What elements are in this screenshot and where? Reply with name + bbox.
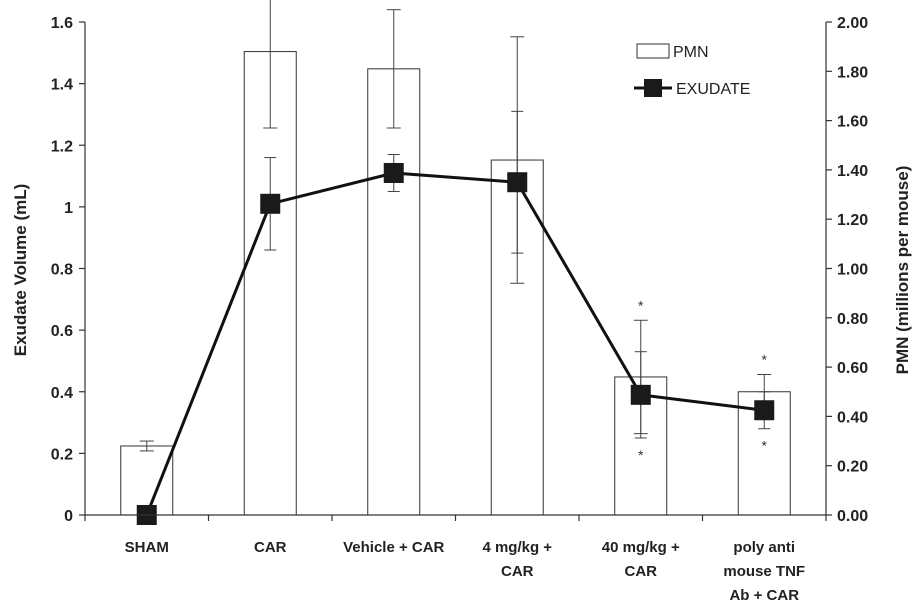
right-tick-label: 1.00 (837, 262, 868, 279)
pmn-significance-marker: * (638, 297, 644, 313)
right-tick-label: 1.40 (837, 163, 868, 180)
left-tick-label: 0 (64, 508, 73, 525)
right-tick-label: 2.00 (837, 15, 868, 32)
exudate-point (260, 193, 281, 214)
right-tick-label: 1.80 (837, 64, 868, 81)
category-label: CAR (625, 563, 658, 580)
category-label: SHAM (125, 539, 169, 556)
exudate-line: ** (136, 110, 775, 525)
left-tick-label: 0.8 (51, 262, 73, 279)
left-axis-title: Exudate Volume (mL) (11, 184, 30, 357)
category-label: Ab + CAR (729, 587, 799, 602)
exudate-point (383, 162, 404, 183)
pmn-bar (120, 445, 174, 516)
left-tick-label: 1 (64, 200, 73, 217)
legend-exudate-label: EXUDATE (676, 81, 750, 98)
chart-legend: PMN EXUDATE (634, 43, 750, 98)
category-label: 40 mg/kg + (602, 539, 680, 556)
exudate-significance-marker: * (762, 438, 768, 454)
left-tick-label: 1.6 (51, 15, 73, 32)
category-label: CAR (254, 539, 287, 556)
exudate-point (507, 172, 528, 193)
category-label: mouse TNF (723, 563, 805, 580)
legend-pmn-label: PMN (673, 44, 709, 61)
exudate-point (630, 384, 651, 405)
exudate-series-line (145, 171, 765, 516)
right-axis-title: PMN (millions per mouse) (893, 166, 912, 375)
right-tick-label: 0.00 (837, 508, 868, 525)
right-tick-label: 0.40 (837, 409, 868, 426)
right-tick-label: 0.20 (837, 459, 868, 476)
left-tick-label: 1.2 (51, 138, 73, 155)
legend-exudate-marker (644, 79, 662, 97)
left-tick-label: 0.6 (51, 323, 73, 340)
right-tick-label: 1.60 (837, 114, 868, 131)
category-label: 4 mg/kg + (482, 539, 552, 556)
right-tick-label: 0.60 (837, 360, 868, 377)
exudate-significance-marker: * (638, 447, 644, 463)
pmn-significance-marker: * (762, 351, 768, 367)
right-tick-label: 1.20 (837, 212, 868, 229)
pmn-bars: ** (120, 0, 791, 516)
legend-pmn-swatch (636, 43, 670, 59)
left-tick-label: 1.4 (51, 77, 73, 94)
category-label: poly anti (733, 539, 795, 556)
category-label: CAR (501, 563, 534, 580)
left-tick-label: 0.2 (51, 446, 73, 463)
right-tick-label: 0.80 (837, 311, 868, 328)
exudate-point (754, 400, 775, 421)
chart-axes: 0 0.2 0.4 0.6 0.8 1 1.2 1.4 1.6 0.00 0.20 0.40 0.60 0… (51, 15, 868, 602)
left-tick-label: 0.4 (51, 385, 73, 402)
pmn-bar (243, 51, 297, 516)
category-label: Vehicle + CAR (343, 539, 444, 556)
pmn-bar (367, 68, 421, 516)
